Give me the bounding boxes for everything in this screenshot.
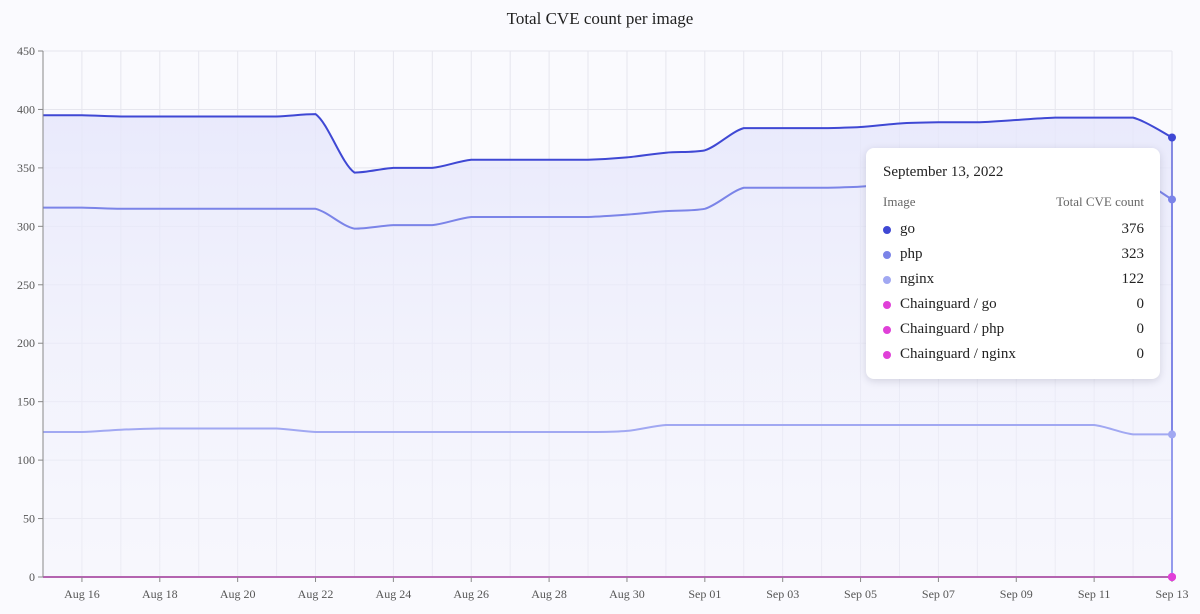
tooltip-date: September 13, 2022: [883, 164, 1004, 180]
point-go: [1168, 133, 1176, 142]
tooltip-col-value: Total CVE count: [1056, 194, 1144, 209]
hover-points: [1168, 133, 1176, 581]
legend-dot-icon: [883, 325, 891, 334]
y-tick-label: 250: [17, 278, 35, 292]
tooltip-series-value: 0: [1136, 296, 1145, 312]
tooltip-col-image: Image: [883, 194, 916, 209]
tooltip-series-name: Chainguard / php: [900, 321, 1005, 337]
x-tick-label: Aug 30: [609, 587, 645, 601]
x-tick-label: Sep 01: [688, 587, 721, 601]
tooltip-row: Chainguard / nginx 0: [883, 342, 1144, 367]
tooltip-series-value: 0: [1136, 346, 1145, 362]
x-tick-label: Sep 13: [1156, 587, 1189, 601]
tooltip-row: go 376: [883, 217, 1144, 242]
point-chainguard-nginx: [1168, 573, 1176, 581]
y-tick-label: 200: [17, 336, 35, 350]
tooltip: September 13, 2022 Image Total CVE count…: [866, 148, 1160, 379]
x-tick-label: Aug 16: [64, 587, 100, 601]
x-tick-label: Aug 26: [453, 587, 489, 601]
tooltip-row: Chainguard / go 0: [883, 292, 1144, 317]
x-tick-label: Aug 28: [531, 587, 567, 601]
legend-dot-icon: [883, 350, 891, 359]
y-tick-label: 0: [29, 570, 35, 584]
tooltip-series-value: 122: [1121, 271, 1145, 287]
x-tick-label: Sep 09: [1000, 587, 1033, 601]
x-tick-label: Aug 22: [298, 587, 334, 601]
y-tick-label: 100: [17, 453, 35, 467]
tooltip-series-name: php: [900, 246, 923, 262]
y-tick-label: 400: [17, 102, 35, 116]
y-tick-label: 300: [17, 219, 35, 233]
tooltip-row: php 323: [883, 242, 1144, 267]
x-tick-label: Aug 18: [142, 587, 178, 601]
series-line-go: [43, 113, 1173, 174]
x-tick-label: Aug 24: [376, 587, 412, 601]
x-tick-label: Sep 11: [1078, 587, 1111, 601]
tooltip-series-value: 376: [1121, 221, 1145, 237]
tooltip-row: Chainguard / php 0: [883, 317, 1144, 342]
y-tick-label: 50: [23, 512, 35, 526]
x-tick-label: Sep 07: [922, 587, 955, 601]
y-tick-label: 150: [17, 395, 35, 409]
tooltip-series-name: Chainguard / go: [900, 296, 997, 312]
x-tick-label: Aug 20: [220, 587, 256, 601]
tooltip-series-value: 0: [1136, 321, 1145, 337]
point-nginx: [1168, 430, 1176, 439]
legend-dot-icon: [883, 225, 891, 234]
y-tick-label: 350: [17, 161, 35, 175]
tooltip-series-name: go: [900, 221, 915, 237]
legend-dot-icon: [883, 275, 891, 284]
axes: 0 50 100 150 200 250 300 350 400 450 Aug 16 Aug 18 A…: [17, 44, 1189, 601]
tooltip-row: nginx 122: [883, 267, 1144, 292]
tooltip-rows: go 376 php 323 nginx 122 Chainguard / go 0 Chain…: [883, 217, 1144, 367]
x-tick-label: Sep 03: [766, 587, 799, 601]
tooltip-series-value: 323: [1121, 246, 1145, 262]
point-php: [1168, 195, 1176, 204]
legend-dot-icon: [883, 250, 891, 259]
series-line-nginx: [43, 424, 1172, 436]
tooltip-header: Image Total CVE count: [883, 194, 1144, 210]
tooltip-series-name: nginx: [900, 271, 935, 287]
tooltip-series-name: Chainguard / nginx: [900, 346, 1016, 362]
x-tick-label: Sep 05: [844, 587, 877, 601]
legend-dot-icon: [883, 300, 891, 309]
chart-title: Total CVE count per image: [506, 9, 694, 28]
y-tick-label: 450: [17, 44, 35, 58]
